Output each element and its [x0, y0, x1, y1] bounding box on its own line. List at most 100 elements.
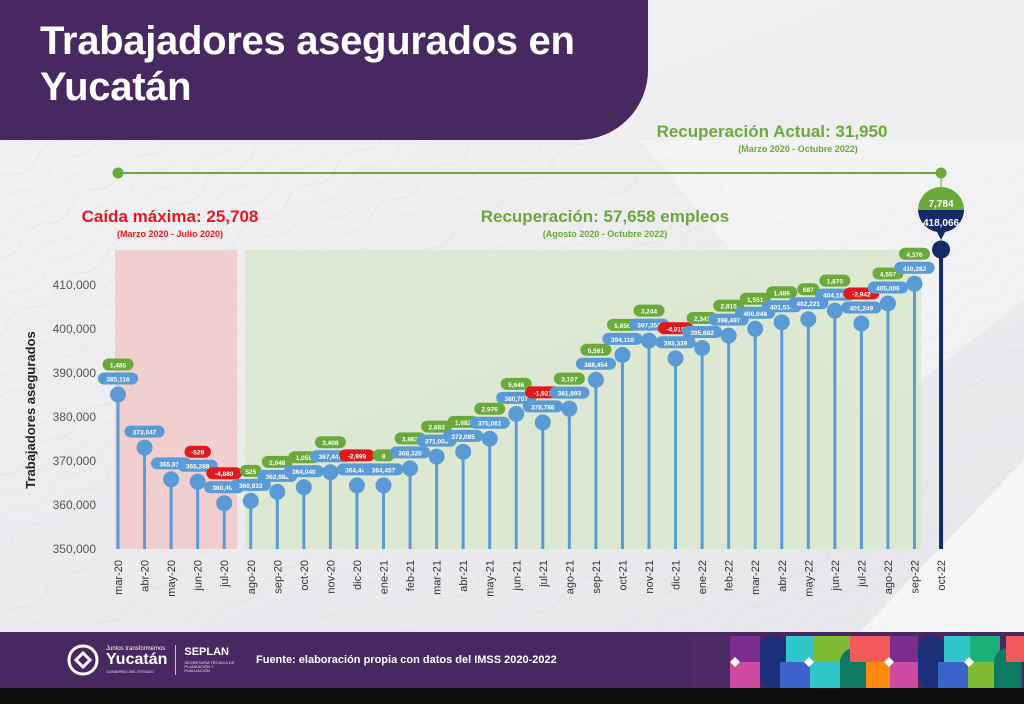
x-tick-label: sep-22	[910, 560, 922, 594]
value-label-text: 362,982	[266, 474, 290, 481]
x-tick-label: nov-20	[325, 560, 337, 594]
point-marker	[455, 443, 472, 460]
value-label-bg	[124, 425, 165, 438]
data-point-jun-22	[826, 302, 843, 549]
point-marker	[242, 492, 259, 509]
change-label: 525	[239, 464, 262, 477]
value-label-text: 395,682	[690, 330, 714, 337]
point-marker	[720, 327, 737, 344]
point-marker	[348, 477, 365, 494]
data-point-nov-20	[322, 464, 339, 549]
x-tick-label: ago-22	[883, 560, 895, 594]
change-label-text: 525	[245, 469, 256, 476]
change-label-text: 3,408	[322, 440, 339, 447]
change-label-text: 4,557	[880, 271, 897, 278]
data-point-ene-21	[375, 477, 392, 549]
value-label: 378,786	[522, 400, 563, 413]
value-label: 372,085	[443, 429, 484, 442]
value-label-text: 365,817	[159, 461, 183, 468]
header-band: Trabajadores asegurados en Yucatán	[0, 0, 648, 140]
data-point-ago-22	[879, 295, 896, 549]
change-label-text: 5,656	[614, 323, 631, 330]
change-label-text: 3,244	[641, 309, 658, 316]
value-label-text: 405,806	[876, 285, 900, 292]
value-label-bg	[177, 459, 218, 472]
value-label-text: 381,893	[558, 391, 582, 398]
x-tick-label: jun-20	[193, 560, 205, 592]
badge-value: 418,066	[923, 218, 960, 229]
point-marker	[747, 320, 764, 337]
x-tick-label: abr-20	[140, 560, 152, 592]
x-tick-label: oct-21	[617, 560, 629, 591]
change-label-bg	[474, 402, 506, 415]
value-label: 385,116	[97, 372, 139, 385]
point-marker	[110, 386, 126, 403]
change-label-bg	[739, 292, 771, 305]
value-label: 401,249	[841, 301, 882, 314]
footer-logos: Juntos transformemos Yucatán GOBIERNO DE…	[66, 641, 240, 679]
decorative-pattern	[690, 636, 1024, 688]
data-point-oct-21	[614, 346, 631, 549]
x-tick-label: jun-21	[511, 560, 523, 592]
change-label: 2,048	[261, 455, 293, 468]
yucatan-logo-icon	[67, 644, 99, 676]
point-marker	[641, 332, 657, 349]
change-label-text: 1,551	[747, 297, 764, 304]
value-label-bg	[443, 429, 484, 442]
change-label-text: -4,880	[215, 471, 234, 478]
recovery-title: Recuperación: 57,658 empleos	[481, 207, 730, 226]
value-label: 405,806	[867, 281, 909, 294]
x-tick-label: jul-21	[538, 560, 550, 588]
x-tick-label: sep-21	[591, 560, 603, 594]
bracket-start-marker	[112, 167, 124, 179]
value-label-text: 397,354	[637, 323, 661, 330]
point-marker	[136, 439, 153, 456]
value-label-bg	[841, 301, 882, 314]
data-point-oct-22	[932, 240, 951, 549]
change-label: 3,244	[633, 304, 665, 317]
change-label: 2,683	[421, 420, 453, 433]
change-label-text: 1,485	[110, 362, 127, 369]
y-axis-title: Trabajadores asegurados	[23, 331, 38, 489]
change-label-bg	[713, 299, 745, 312]
value-label: 360,933	[230, 478, 271, 491]
value-label-text: 368,320	[398, 450, 422, 457]
logo-tagline: Juntos transformemos	[106, 646, 166, 652]
y-tick-label: 360,000	[53, 498, 97, 512]
change-label-text: 2,815	[721, 304, 738, 311]
change-label-bg	[339, 449, 375, 462]
change-label-text: -1,921	[534, 390, 553, 397]
data-point-may-21	[481, 430, 498, 549]
data-point-sep-21	[587, 371, 604, 549]
value-label-text: 402,221	[797, 301, 821, 308]
change-label: 8	[372, 449, 395, 462]
change-label-bg	[372, 449, 395, 462]
value-label-text: 404,181	[823, 293, 847, 300]
point-marker	[322, 464, 339, 481]
change-label: 4,376	[899, 247, 930, 260]
change-label-text: -4,015	[666, 326, 685, 333]
agency-subtitle: SECRETARÍA TÉCNICA DE PLANEACIÓN Y EVALU…	[184, 660, 235, 673]
change-label-bg	[580, 343, 612, 356]
value-label: 368,320	[389, 446, 431, 459]
x-tick-label: jun-22	[830, 560, 842, 592]
change-label-bg	[899, 247, 930, 260]
data-point-abr-20	[136, 439, 153, 549]
data-point-jun-20	[189, 473, 206, 549]
data-point-ago-20	[242, 492, 259, 549]
source-note: Fuente: elaboración propia con datos del…	[256, 654, 557, 666]
x-tick-label: mar-20	[113, 560, 125, 595]
x-tick-label: ago-21	[564, 560, 576, 594]
data-point-ago-21	[561, 400, 578, 549]
y-tick-label: 350,000	[53, 542, 97, 556]
badge-change: 7,784	[929, 199, 954, 210]
value-label-text: 371,003	[425, 439, 449, 446]
x-tick-label: may-22	[803, 560, 815, 597]
change-label: 3,107	[553, 372, 585, 385]
x-tick-label: nov-21	[644, 560, 656, 594]
data-point-may-20	[163, 471, 180, 549]
value-label-text: 360,933	[239, 483, 263, 490]
logo-subtitle: GOBIERNO DEL ESTADO	[106, 669, 154, 674]
x-tick-label: ene-22	[697, 560, 709, 594]
drop-region-band	[115, 250, 238, 549]
